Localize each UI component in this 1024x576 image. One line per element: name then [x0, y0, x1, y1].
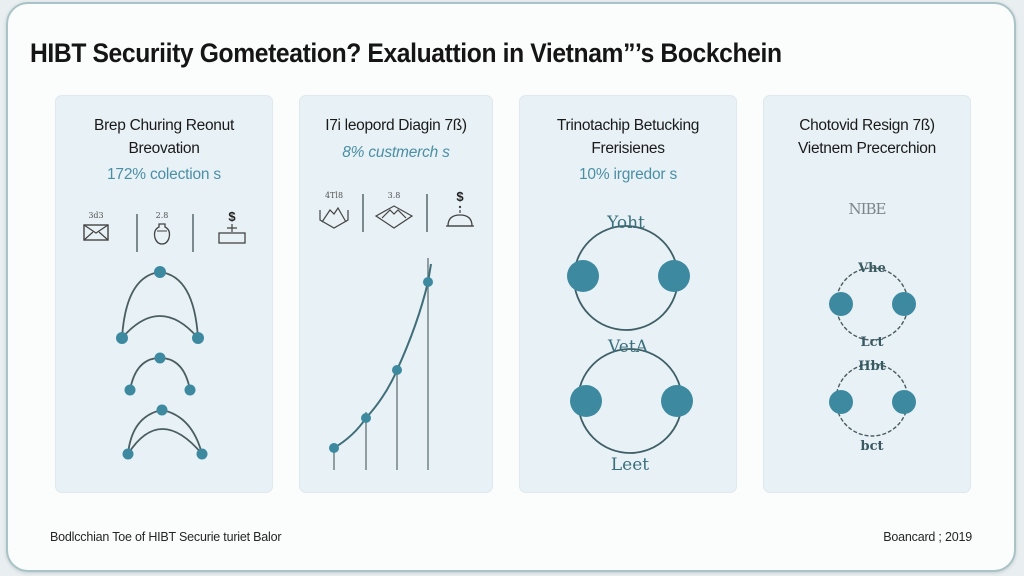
- panel-churning-reonut: Brep Churing Reonut Breovation 172% cole…: [56, 96, 272, 492]
- footer-credit: Boancard ; 2019: [883, 530, 972, 544]
- ring-label-middle: VetA: [607, 337, 649, 357]
- panel-leopord-diagin: I7i leopord Diagin 7ß) 8% custmerch s 4T…: [300, 96, 492, 492]
- panel-subtitle: 10% irgredor s: [579, 166, 677, 183]
- panel-chotovid-resign: Chotovid Resign 7ß) Vietnem Precerchion …: [764, 96, 970, 492]
- divider: [192, 214, 194, 252]
- icon-row: 3d3 2.8 $: [56, 210, 272, 254]
- ring-label-1: Vhe: [857, 261, 886, 276]
- footer-caption: Bodlcchian Toe of HIBT Securie turiet Ba…: [50, 530, 282, 544]
- panel-title-line-1: Chotovid Resign 7ß): [799, 117, 935, 134]
- panel-title-line-2: Frerisienes: [591, 140, 665, 157]
- divider: [362, 194, 364, 232]
- panel-subtitle: 172% colection s: [107, 166, 221, 183]
- panel-title-line-2: Breovation: [128, 140, 200, 157]
- stacked-arcs-diagram: [116, 266, 208, 460]
- ring-label-4: bct: [860, 439, 883, 454]
- ring-label-2: Lct: [860, 335, 883, 350]
- ring-label-top: Yoht: [606, 213, 645, 233]
- panel-trinotachip: Trinotachip Betucking Frerisienes 10% ir…: [520, 96, 736, 492]
- panel-title-line-2: Vietnem Precerchion: [798, 140, 936, 157]
- glyph-text: NIBE: [848, 200, 886, 218]
- mountain-badge-icon: 4Tl8: [314, 190, 354, 234]
- panel-subtitle: 8% custmerch s: [342, 144, 450, 161]
- panel-title-line-1: Trinotachip Betucking: [556, 117, 700, 134]
- dollar-stand-icon: $: [212, 210, 252, 254]
- icon-row: 4Tl8 3.8 $: [300, 190, 492, 234]
- mountain-diamond-icon: 3.8: [374, 190, 414, 234]
- panel-title-line-1: Brep Churing Reonut: [94, 117, 234, 134]
- growth-curve-chart: [329, 258, 433, 470]
- panel-title-line-1: I7i leopord Diagin 7ß): [325, 117, 467, 134]
- ring-label-bottom: Leet: [611, 455, 649, 475]
- vase-icon: 2.8: [142, 210, 182, 254]
- divider: [136, 214, 138, 252]
- ring-label-3: Hbt: [858, 359, 885, 374]
- bell-dollar-icon: $: [440, 190, 480, 234]
- divider: [426, 194, 428, 232]
- ring-pair-diagram: Yoht VetA Leet: [567, 213, 693, 475]
- page-title: HIBT Securiity Gometeation? Exaluattion …: [30, 38, 782, 68]
- ornate-ring-pair-diagram: Vhe Lct Hbt bct: [829, 261, 916, 454]
- envelope-icon: 3d3: [76, 210, 116, 254]
